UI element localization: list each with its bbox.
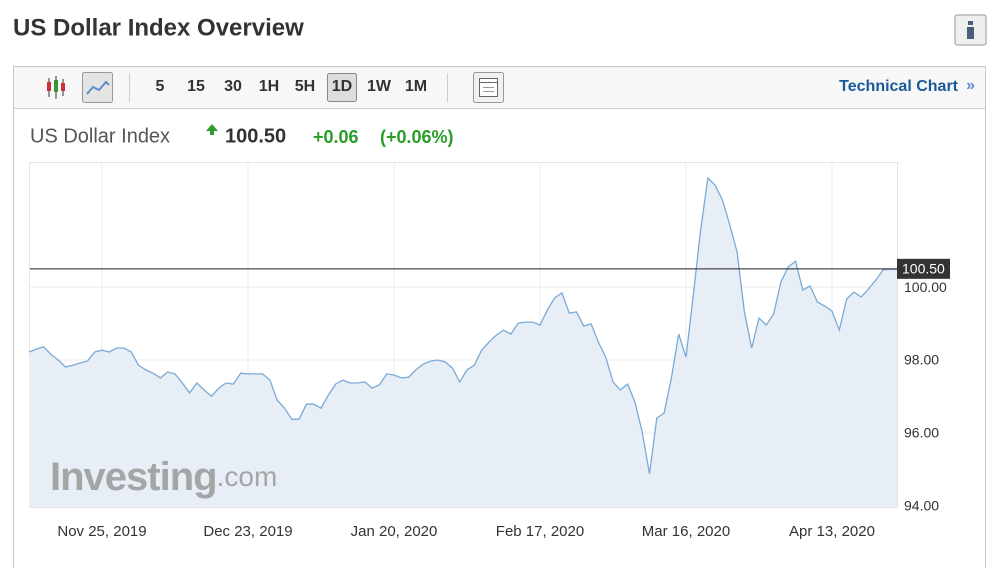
icon-box[interactable] bbox=[82, 72, 113, 103]
area bbox=[29, 178, 897, 506]
x-tick-label: Apr 13, 2020 bbox=[789, 523, 875, 540]
interval[interactable]: 30 bbox=[224, 78, 242, 95]
y-tick-label: 100.00 bbox=[904, 279, 947, 295]
quote-change: +0.06 bbox=[313, 127, 359, 147]
icon-part bbox=[54, 80, 58, 92]
interval-selected[interactable] bbox=[327, 73, 357, 102]
y-tick-label: 98.00 bbox=[904, 352, 939, 368]
up-arrow bbox=[206, 124, 218, 135]
x-tick-label: Dec 23, 2019 bbox=[203, 523, 292, 540]
settings-icon[interactable] bbox=[473, 72, 504, 103]
watermark-suffix: .com bbox=[217, 461, 278, 492]
icon-part bbox=[61, 83, 65, 91]
quote-price: 100.50 bbox=[225, 125, 286, 147]
last-price-box bbox=[897, 258, 950, 279]
x-tick-label: Jan 20, 2020 bbox=[351, 523, 438, 540]
page-title: US Dollar Index Overview bbox=[13, 14, 304, 41]
interval[interactable]: 1D bbox=[332, 78, 352, 95]
x-tick-label: Nov 25, 2019 bbox=[57, 523, 146, 540]
x-tick-label: Feb 17, 2020 bbox=[496, 523, 584, 540]
candle-icon[interactable] bbox=[47, 76, 65, 99]
quote-name: US Dollar Index bbox=[30, 125, 170, 147]
interval[interactable]: 1W bbox=[367, 78, 392, 95]
quote-change-percent: (+0.06%) bbox=[380, 127, 454, 147]
last-price-label: 100.50 bbox=[902, 261, 945, 277]
interval[interactable]: 5 bbox=[156, 78, 165, 95]
watermark-brand: Investing bbox=[50, 455, 217, 499]
interval[interactable]: 1M bbox=[405, 78, 427, 95]
watermark: Investing.com bbox=[50, 455, 277, 499]
interval[interactable]: 1H bbox=[259, 78, 279, 95]
icon-part bbox=[86, 80, 110, 95]
info-dot bbox=[968, 21, 973, 25]
x-tick-label: Mar 16, 2020 bbox=[642, 523, 730, 540]
interval-group: 5 15 30 1H 5H 1D 1W 1M bbox=[156, 73, 427, 102]
icon-part bbox=[47, 82, 51, 91]
link-arrow[interactable]: » bbox=[966, 77, 975, 94]
info-button[interactable] bbox=[954, 14, 987, 46]
interval[interactable]: 5H bbox=[295, 78, 315, 95]
plot: 94.00 96.00 98.00 100.00 Nov 25, 2019 Dec 23,… bbox=[28, 162, 950, 540]
line bbox=[28, 176, 897, 475]
y-tick-label: 96.00 bbox=[904, 425, 939, 441]
line-icon[interactable] bbox=[82, 72, 113, 103]
info-stem bbox=[967, 27, 974, 39]
interval[interactable]: 15 bbox=[187, 78, 205, 95]
y-tick-label: 94.00 bbox=[904, 498, 939, 514]
technical-chart-link[interactable]: Technical Chart bbox=[839, 78, 959, 95]
